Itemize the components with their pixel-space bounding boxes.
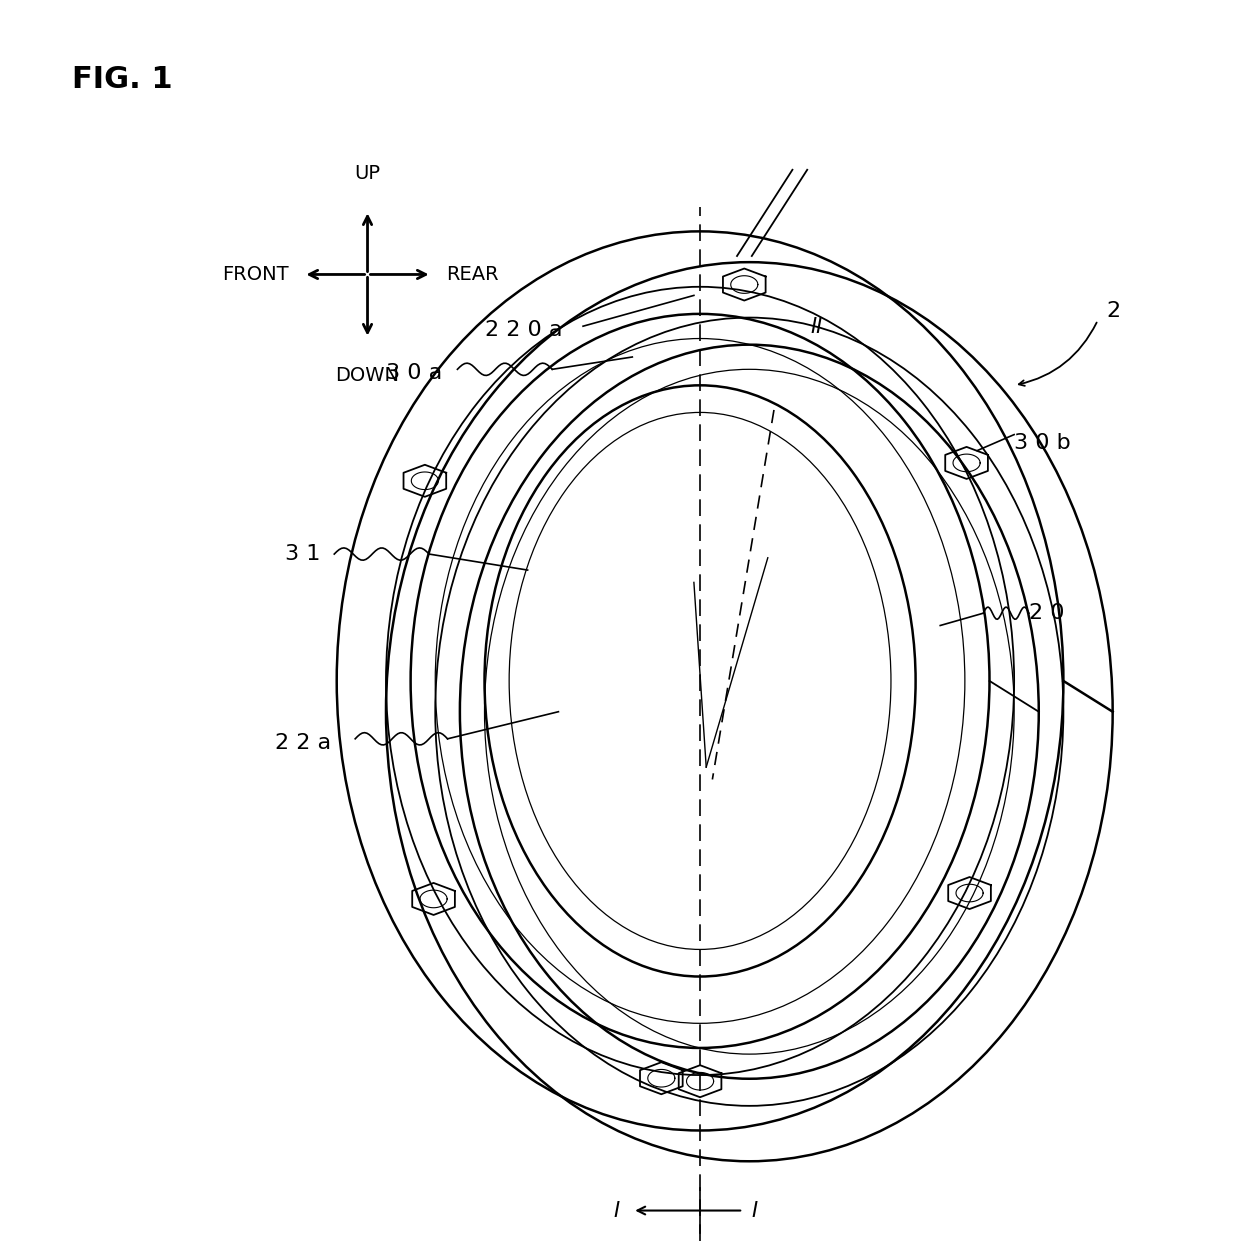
Text: 3 0 a: 3 0 a (386, 363, 443, 383)
Text: 2 0: 2 0 (1029, 603, 1064, 623)
Text: I: I (614, 1201, 620, 1221)
Text: 2: 2 (1106, 301, 1121, 322)
Text: 3 0 b: 3 0 b (1014, 433, 1071, 453)
Text: DOWN: DOWN (336, 365, 399, 384)
Text: 3 1: 3 1 (285, 544, 320, 564)
Text: FIG. 1: FIG. 1 (72, 65, 172, 94)
Text: I: I (751, 1201, 758, 1221)
Text: REAR: REAR (446, 265, 498, 284)
Text: 2 2 0 a: 2 2 0 a (485, 320, 562, 340)
Text: II: II (811, 318, 823, 338)
Text: FRONT: FRONT (222, 265, 289, 284)
Text: 2 2 a: 2 2 a (275, 733, 331, 753)
Text: UP: UP (355, 164, 381, 184)
